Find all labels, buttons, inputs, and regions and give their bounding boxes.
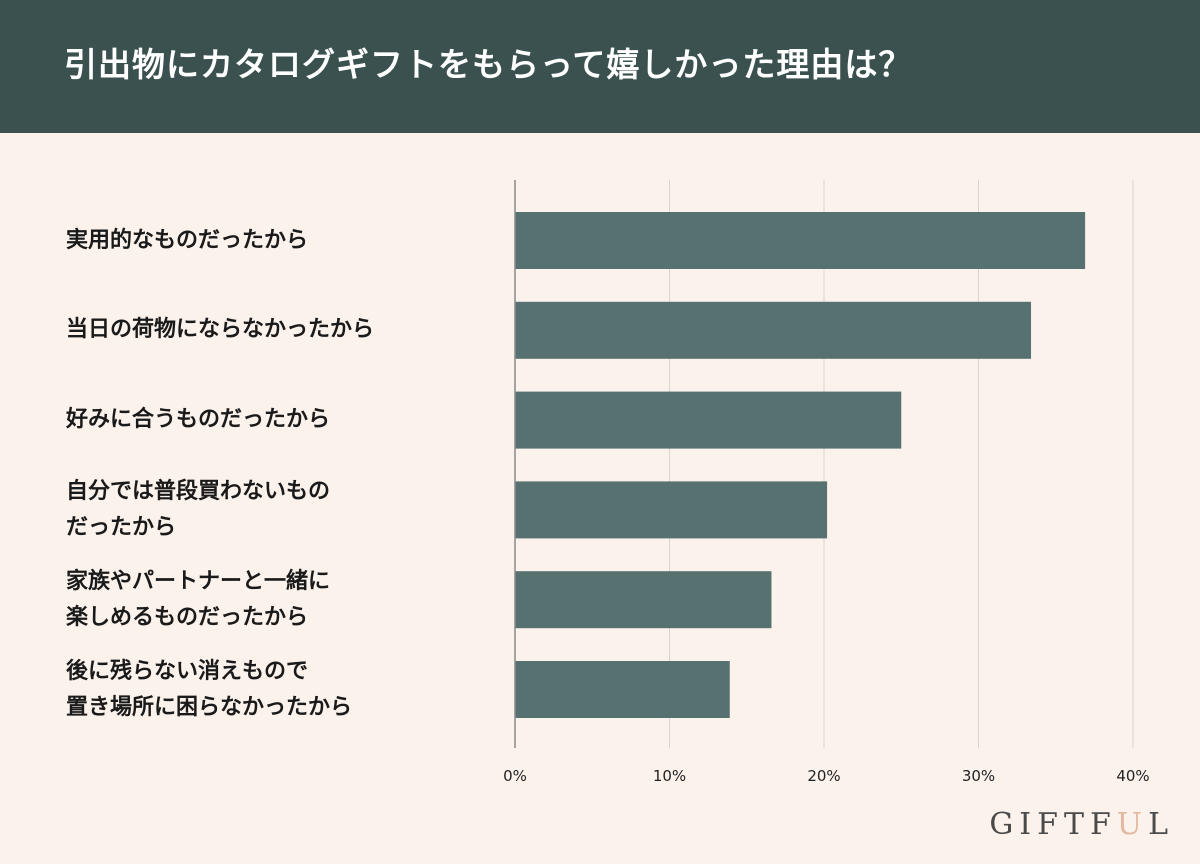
bar: [515, 661, 730, 718]
x-tick-label: 10%: [653, 767, 686, 785]
header-banner: 引出物にカタログギフトをもらって嬉しかった理由は？: [0, 0, 1200, 133]
category-label: 当日の荷物にならなかったから: [66, 312, 496, 348]
x-tick-label: 20%: [807, 767, 840, 785]
bar: [515, 391, 902, 449]
category-label-line: 置き場所に困らなかったから: [66, 694, 353, 720]
bar: [515, 571, 772, 629]
logo-text-end: L: [1148, 807, 1174, 842]
page-title: 引出物にカタログギフトをもらって嬉しかった理由は？: [64, 45, 913, 84]
bar: [515, 212, 1086, 269]
category-label: 後に残らない消えもので置き場所に困らなかったから: [66, 654, 496, 726]
category-label-line: 実用的なものだったから: [66, 227, 309, 253]
category-label-line: 家族やパートナーと一緒に: [66, 568, 331, 594]
logo-text-start: GIFTF: [989, 807, 1117, 842]
category-label-line: だったから: [66, 514, 177, 540]
category-label: 実用的なものだったから: [66, 223, 496, 259]
category-label-line: 好みに合うものだったから: [66, 407, 331, 433]
logo-text-accent: U: [1116, 807, 1149, 842]
x-tick-label: 40%: [1116, 767, 1149, 785]
giftful-logo: GIFTFUL: [989, 807, 1174, 842]
category-label-line: 楽しめるものだったから: [66, 604, 309, 630]
bar: [515, 301, 1032, 359]
bar: [515, 481, 828, 539]
category-label-line: 当日の荷物にならなかったから: [66, 317, 375, 343]
category-label-line: 自分では普段買わないもの: [66, 478, 331, 504]
category-label: 自分では普段買わないもの だったから: [66, 474, 496, 546]
category-label: 家族やパートナーと一緒に 楽しめるものだったから: [66, 564, 496, 636]
category-label-line: 後に残らない消えもので: [66, 658, 309, 684]
x-tick-label: 0%: [503, 767, 527, 785]
category-label: 好みに合うものだったから: [66, 402, 496, 438]
x-tick-label: 30%: [962, 767, 995, 785]
